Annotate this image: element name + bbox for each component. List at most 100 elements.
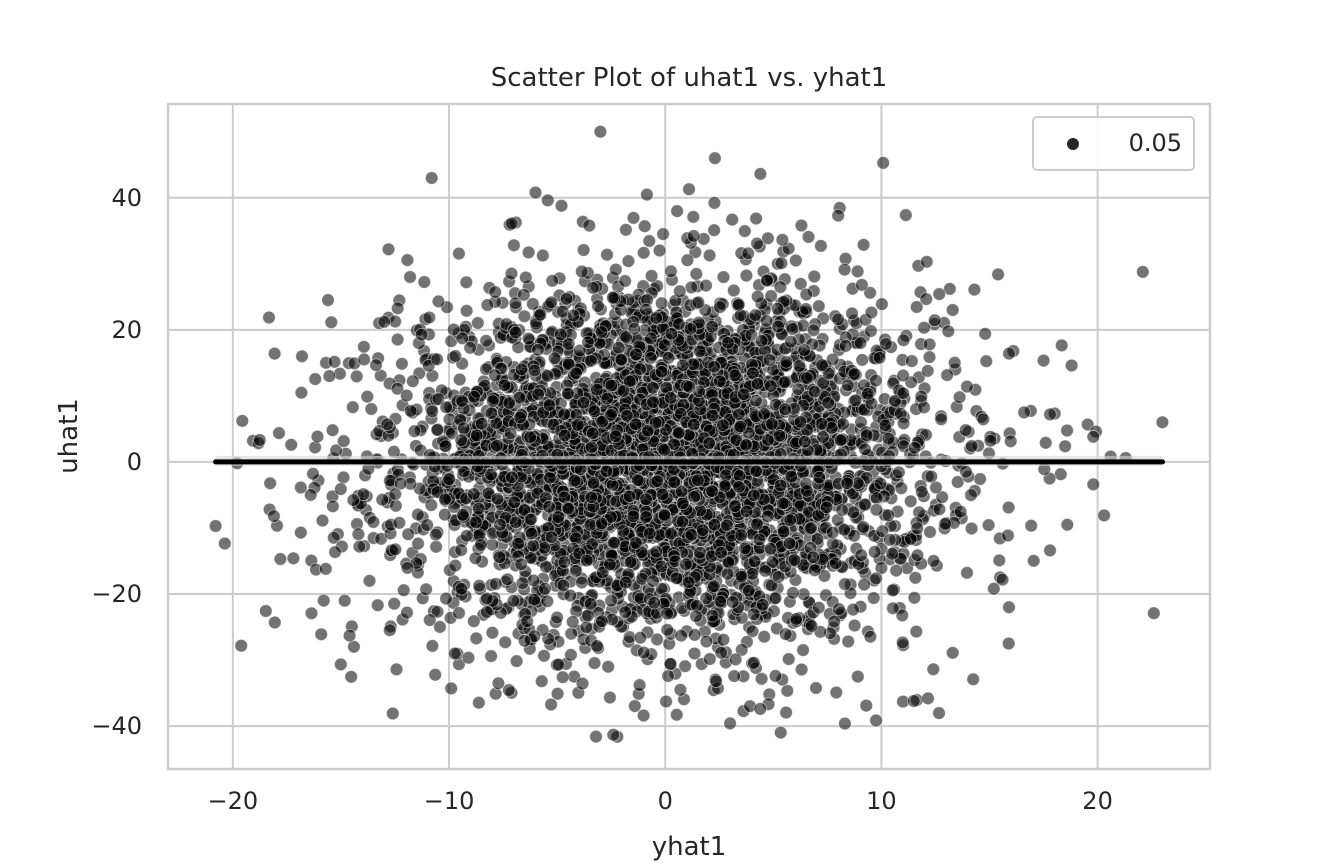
scatter-point	[497, 378, 512, 393]
scatter-point	[987, 581, 1001, 596]
scatter-point	[284, 438, 298, 452]
scatter-point	[533, 307, 548, 322]
scatter-point	[825, 525, 840, 540]
scatter-point	[586, 476, 601, 490]
scatter-point	[1060, 423, 1074, 438]
scatter-point	[831, 312, 845, 327]
scatter-point	[964, 488, 978, 502]
scatter-point	[1026, 554, 1041, 568]
scatter-point	[787, 553, 802, 567]
scatter-point	[306, 467, 320, 481]
scatter-point	[707, 223, 721, 237]
scatter-point	[754, 334, 769, 348]
scatter-point	[672, 425, 686, 440]
scatter-point	[334, 482, 348, 496]
scatter-point	[600, 391, 614, 406]
scatter-point	[527, 592, 541, 607]
scatter-point	[864, 305, 879, 320]
scatter-point	[881, 508, 896, 523]
scatter-point	[739, 438, 753, 452]
scatter-point	[806, 550, 820, 564]
scatter-point	[750, 377, 765, 391]
scatter-point	[304, 606, 319, 621]
scatter-point	[567, 473, 582, 488]
scatter-point	[429, 527, 443, 542]
scatter-point	[486, 394, 500, 408]
scatter-point	[461, 650, 476, 665]
scatter-point	[356, 487, 371, 501]
scatter-point	[489, 577, 503, 591]
scatter-point	[606, 727, 621, 742]
scatter-point	[869, 503, 884, 517]
scatter-point	[896, 333, 911, 347]
scatter-point	[841, 378, 855, 393]
scatter-point	[388, 542, 403, 557]
scatter-point	[347, 640, 361, 654]
scatter-point	[649, 311, 664, 325]
scatter-point	[431, 294, 446, 309]
scatter-point	[947, 355, 962, 370]
scatter-point	[526, 573, 541, 588]
scatter-point	[707, 517, 722, 532]
scatter-point	[459, 529, 474, 543]
scatter-point	[713, 300, 727, 314]
scatter-point	[924, 469, 939, 484]
scatter-point	[757, 629, 771, 644]
scatter-point	[680, 253, 695, 267]
scatter-point	[945, 303, 960, 317]
scatter-point	[507, 495, 522, 509]
scatter-point	[643, 526, 657, 541]
scatter-point	[684, 280, 699, 295]
scatter-point	[411, 536, 425, 551]
scatter-point	[551, 510, 566, 524]
scatter-point	[576, 243, 591, 257]
scatter-point	[569, 366, 583, 381]
scatter-point	[754, 672, 769, 686]
scatter-point	[327, 355, 342, 369]
scatter-point	[693, 545, 707, 560]
scatter-point	[295, 349, 309, 364]
scatter-point	[504, 266, 519, 281]
scatter-point	[657, 443, 671, 457]
scatter-point	[660, 606, 674, 621]
scatter-point	[967, 282, 982, 297]
scatter-point	[760, 273, 774, 288]
scatter-point	[622, 374, 637, 389]
scatter-point	[469, 631, 484, 646]
scatter-point	[876, 156, 890, 170]
scatter-point	[973, 472, 987, 486]
scatter-point	[637, 219, 652, 233]
scatter-point	[488, 285, 502, 299]
scatter-point	[1024, 518, 1038, 533]
scatter-point	[600, 247, 614, 262]
scatter-point	[705, 608, 720, 623]
scatter-point	[713, 374, 727, 389]
scatter-point	[789, 253, 803, 268]
scatter-point	[324, 315, 339, 330]
scatter-point	[316, 593, 331, 608]
scatter-point	[502, 396, 517, 410]
scatter-point	[381, 242, 396, 257]
scatter-point	[922, 337, 937, 352]
scatter-point	[349, 369, 364, 384]
scatter-point	[909, 300, 924, 314]
scatter-point	[565, 615, 580, 629]
scatter-point	[544, 295, 559, 310]
scatter-point	[383, 623, 397, 637]
scatter-point	[619, 330, 633, 344]
scatter-point	[716, 270, 731, 284]
scatter-point	[799, 302, 813, 316]
scatter-point	[1043, 407, 1057, 422]
scatter-point	[425, 639, 440, 653]
scatter-point	[896, 368, 910, 383]
scatter-point	[732, 407, 746, 422]
scatter-point	[714, 645, 728, 660]
scatter-point	[633, 630, 648, 645]
scatter-point	[907, 694, 921, 708]
scatter-point	[749, 464, 763, 478]
scatter-point	[484, 649, 498, 663]
scatter-point	[370, 598, 385, 612]
scatter-point	[1002, 346, 1016, 361]
scatter-point	[765, 555, 780, 569]
scatter-point	[375, 492, 390, 507]
